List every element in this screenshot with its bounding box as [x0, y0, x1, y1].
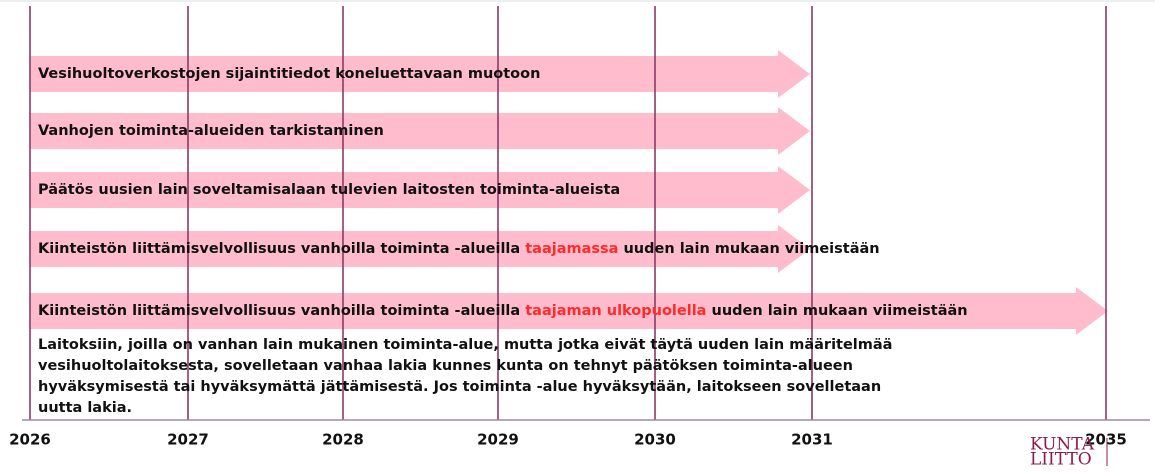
arrow — [30, 166, 810, 214]
label-part: uuden lain mukaan viimeistään — [618, 241, 879, 257]
arrow-label: Vesihuoltoverkostojen sijaintitiedot kon… — [38, 66, 540, 82]
arrow — [30, 225, 810, 273]
note-line: vesihuoltolaitoksesta, sovelletaan vanha… — [38, 358, 853, 374]
arrow-label: Päätös uusien lain soveltamisalaan tulev… — [38, 182, 620, 198]
arrow — [30, 287, 1108, 335]
year-label: 2030 — [634, 431, 676, 449]
label-part: Kiinteistön liittämisvelvollisuus vanhoi… — [38, 303, 525, 319]
year-label: 2031 — [791, 431, 833, 449]
label-part: Vanhojen toiminta-alueiden tarkistaminen — [38, 123, 384, 139]
year-label: 2027 — [167, 431, 209, 449]
label-part: uuden lain mukaan viimeistään — [706, 303, 967, 319]
year-label: 2029 — [477, 431, 519, 449]
year-label: 2035 — [1085, 431, 1127, 449]
label-part: Vesihuoltoverkostojen sijaintitiedot kon… — [38, 66, 540, 82]
arrow-label: Vanhojen toiminta-alueiden tarkistaminen — [38, 123, 384, 139]
arrow-label: Kiinteistön liittämisvelvollisuus vanhoi… — [38, 241, 880, 257]
label-part: taajaman ulkopuolella — [525, 303, 706, 319]
logo-text: KUNTA — [1030, 435, 1095, 455]
note-line: hyväksymisestä tai hyväksymättä jättämis… — [38, 379, 881, 395]
note-line: Laitoksiin, joilla on vanhan lain mukain… — [38, 337, 892, 353]
arrow-label: Kiinteistön liittämisvelvollisuus vanhoi… — [38, 303, 968, 319]
arrow — [30, 107, 810, 155]
label-part: Kiinteistön liittämisvelvollisuus vanhoi… — [38, 241, 525, 257]
note-line: uutta lakia. — [38, 400, 132, 416]
logo-text: LIITTO — [1030, 450, 1092, 469]
arrow — [30, 50, 810, 98]
year-label: 2026 — [9, 431, 51, 449]
label-part: taajamassa — [525, 241, 618, 257]
label-part: Päätös uusien lain soveltamisalaan tulev… — [38, 182, 620, 198]
year-label: 2028 — [322, 431, 364, 449]
